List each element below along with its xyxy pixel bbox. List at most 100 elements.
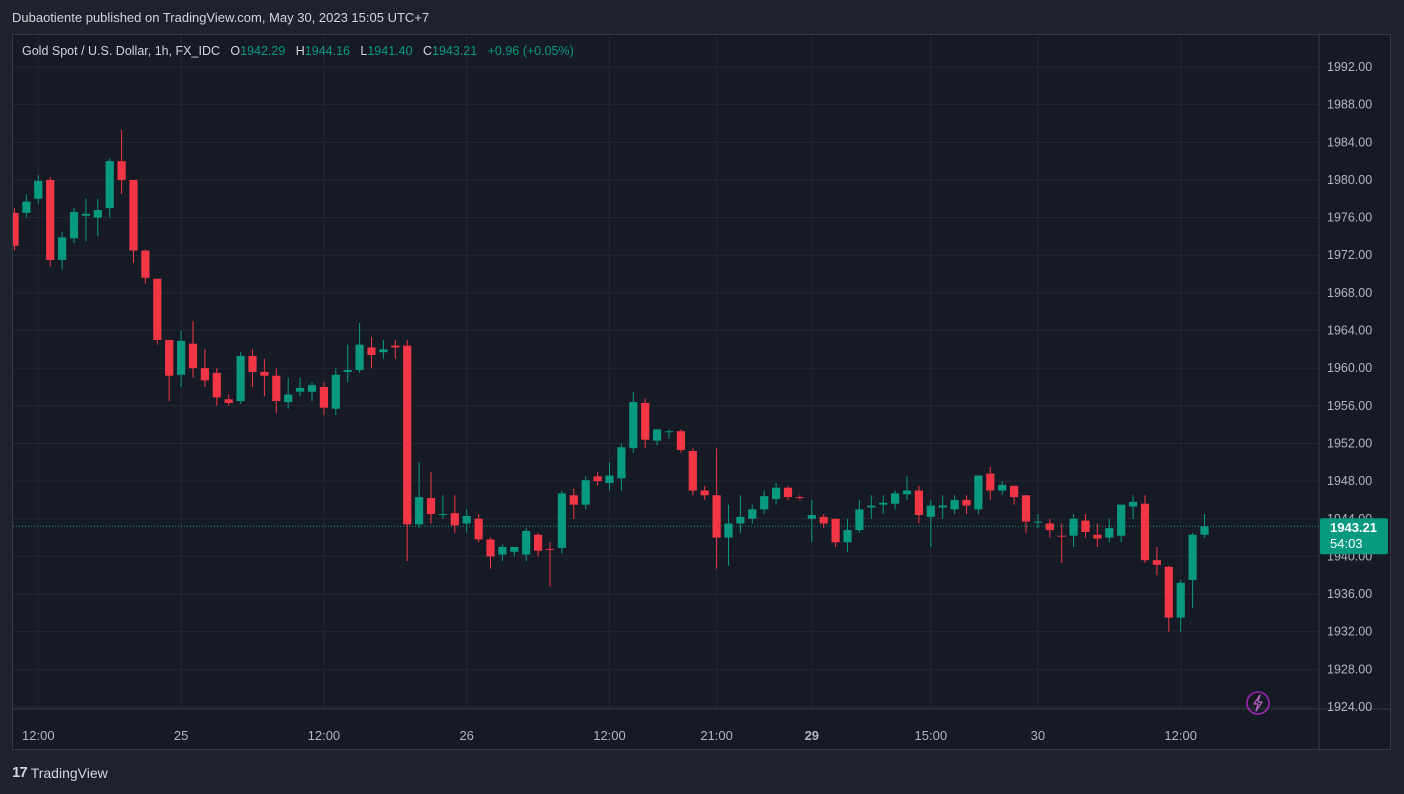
- candle: [224, 394, 233, 406]
- candle-body: [177, 340, 186, 375]
- candle: [950, 495, 959, 515]
- candle: [772, 483, 781, 505]
- symbol-description[interactable]: Gold Spot / U.S. Dollar, 1h, FX_IDC: [22, 44, 220, 58]
- candle-body: [58, 237, 67, 260]
- low-value: 1941.40: [367, 44, 413, 58]
- candle-body: [557, 493, 566, 548]
- candle: [153, 278, 162, 345]
- candle-body: [1021, 495, 1031, 522]
- candlestick-chart[interactable]: 1992.00 1988.00 1984.00 1980.00 1976.00 1972.…: [13, 35, 1390, 749]
- candle: [34, 175, 43, 204]
- candle-body: [879, 502, 888, 505]
- candle: [1033, 514, 1042, 529]
- time-tick-label: 25: [174, 728, 188, 743]
- candle: [986, 467, 995, 500]
- candle: [962, 495, 971, 515]
- candle-body: [486, 539, 495, 557]
- candle-body: [855, 509, 864, 531]
- candle-body: [748, 509, 757, 519]
- candle-body: [212, 372, 221, 398]
- candle-body: [962, 499, 971, 506]
- brand-name: TradingView: [30, 764, 108, 781]
- candle: [891, 490, 900, 510]
- candle: [760, 490, 769, 515]
- candle-body: [950, 499, 959, 510]
- candle-body: [819, 516, 828, 524]
- time-tick-label: 12:00: [1164, 728, 1197, 743]
- candle: [831, 518, 840, 547]
- candle: [783, 485, 793, 500]
- candle: [272, 368, 281, 414]
- time-tick-label: 12:00: [22, 728, 55, 743]
- candle-body: [93, 210, 102, 218]
- candle-body: [224, 399, 233, 403]
- ohlc-legend: Gold Spot / U.S. Dollar, 1h, FX_IDC O194…: [22, 44, 574, 58]
- candle: [438, 495, 447, 519]
- candle-body: [379, 349, 388, 353]
- candle: [557, 490, 566, 554]
- candle-body: [1152, 560, 1161, 565]
- candle: [46, 177, 55, 267]
- candle-body: [105, 161, 114, 209]
- price-tick-label: 1948.00: [1327, 474, 1372, 488]
- candle: [569, 488, 578, 519]
- candle-body: [69, 211, 79, 239]
- candle: [1069, 514, 1078, 547]
- candle: [819, 514, 828, 529]
- candle-body: [522, 531, 531, 555]
- candle: [926, 499, 935, 547]
- candle-body: [426, 498, 436, 515]
- candle: [212, 368, 221, 406]
- candle-body: [1093, 534, 1102, 539]
- chart-area[interactable]: 1992.00 1988.00 1984.00 1980.00 1976.00 1972.…: [12, 34, 1391, 750]
- candle: [807, 499, 816, 543]
- candle-body: [653, 429, 662, 441]
- candle-body: [81, 213, 90, 216]
- candle: [1105, 518, 1114, 543]
- price-axis[interactable]: 1992.00 1988.00 1984.00 1980.00 1976.00 1972.…: [1327, 60, 1372, 714]
- time-tick-label: 26: [459, 728, 473, 743]
- candle-body: [355, 344, 364, 371]
- candle-body: [498, 547, 507, 555]
- candle-body: [34, 180, 43, 199]
- candle: [355, 323, 364, 373]
- candle-body: [772, 487, 781, 499]
- candle: [248, 349, 257, 387]
- candle: [629, 391, 638, 453]
- candle: [1176, 579, 1185, 632]
- price-tick-label: 1956.00: [1327, 399, 1372, 413]
- candle: [129, 179, 138, 263]
- candle: [617, 443, 626, 491]
- candle-body: [807, 515, 816, 519]
- open-value: 1942.29: [240, 44, 286, 58]
- close-label: C: [422, 44, 432, 58]
- candle-body: [343, 370, 352, 372]
- candle-body: [200, 368, 209, 381]
- candle-body: [664, 431, 674, 433]
- price-tick-label: 1972.00: [1327, 248, 1372, 262]
- candle-body: [688, 451, 697, 491]
- candle-body: [462, 515, 471, 524]
- time-axis[interactable]: 12:00 25 12:00 26 12:00 21:00 29 15:00 30 12:00: [22, 728, 1197, 743]
- candle-body: [307, 385, 317, 392]
- candle-body: [926, 505, 935, 517]
- tradingview-logo[interactable]: 17 TradingView: [12, 764, 108, 781]
- candle-body: [617, 447, 626, 479]
- candle-body: [795, 497, 804, 499]
- candle: [200, 349, 209, 387]
- candles-group: [13, 130, 1209, 632]
- time-tick-label: 12:00: [593, 728, 626, 743]
- lightning-icon[interactable]: [1246, 691, 1270, 715]
- price-tick-label: 1980.00: [1327, 173, 1372, 187]
- candle: [998, 481, 1007, 496]
- candle: [1081, 514, 1090, 538]
- open-label: O: [230, 44, 241, 58]
- candle: [510, 547, 519, 557]
- candle: [93, 198, 102, 237]
- candle-body: [1129, 501, 1138, 507]
- candle-body: [998, 484, 1007, 491]
- candle-body: [700, 490, 709, 496]
- candle-body: [641, 403, 650, 440]
- candle-body: [736, 516, 745, 524]
- price-tick-label: 1964.00: [1327, 324, 1372, 338]
